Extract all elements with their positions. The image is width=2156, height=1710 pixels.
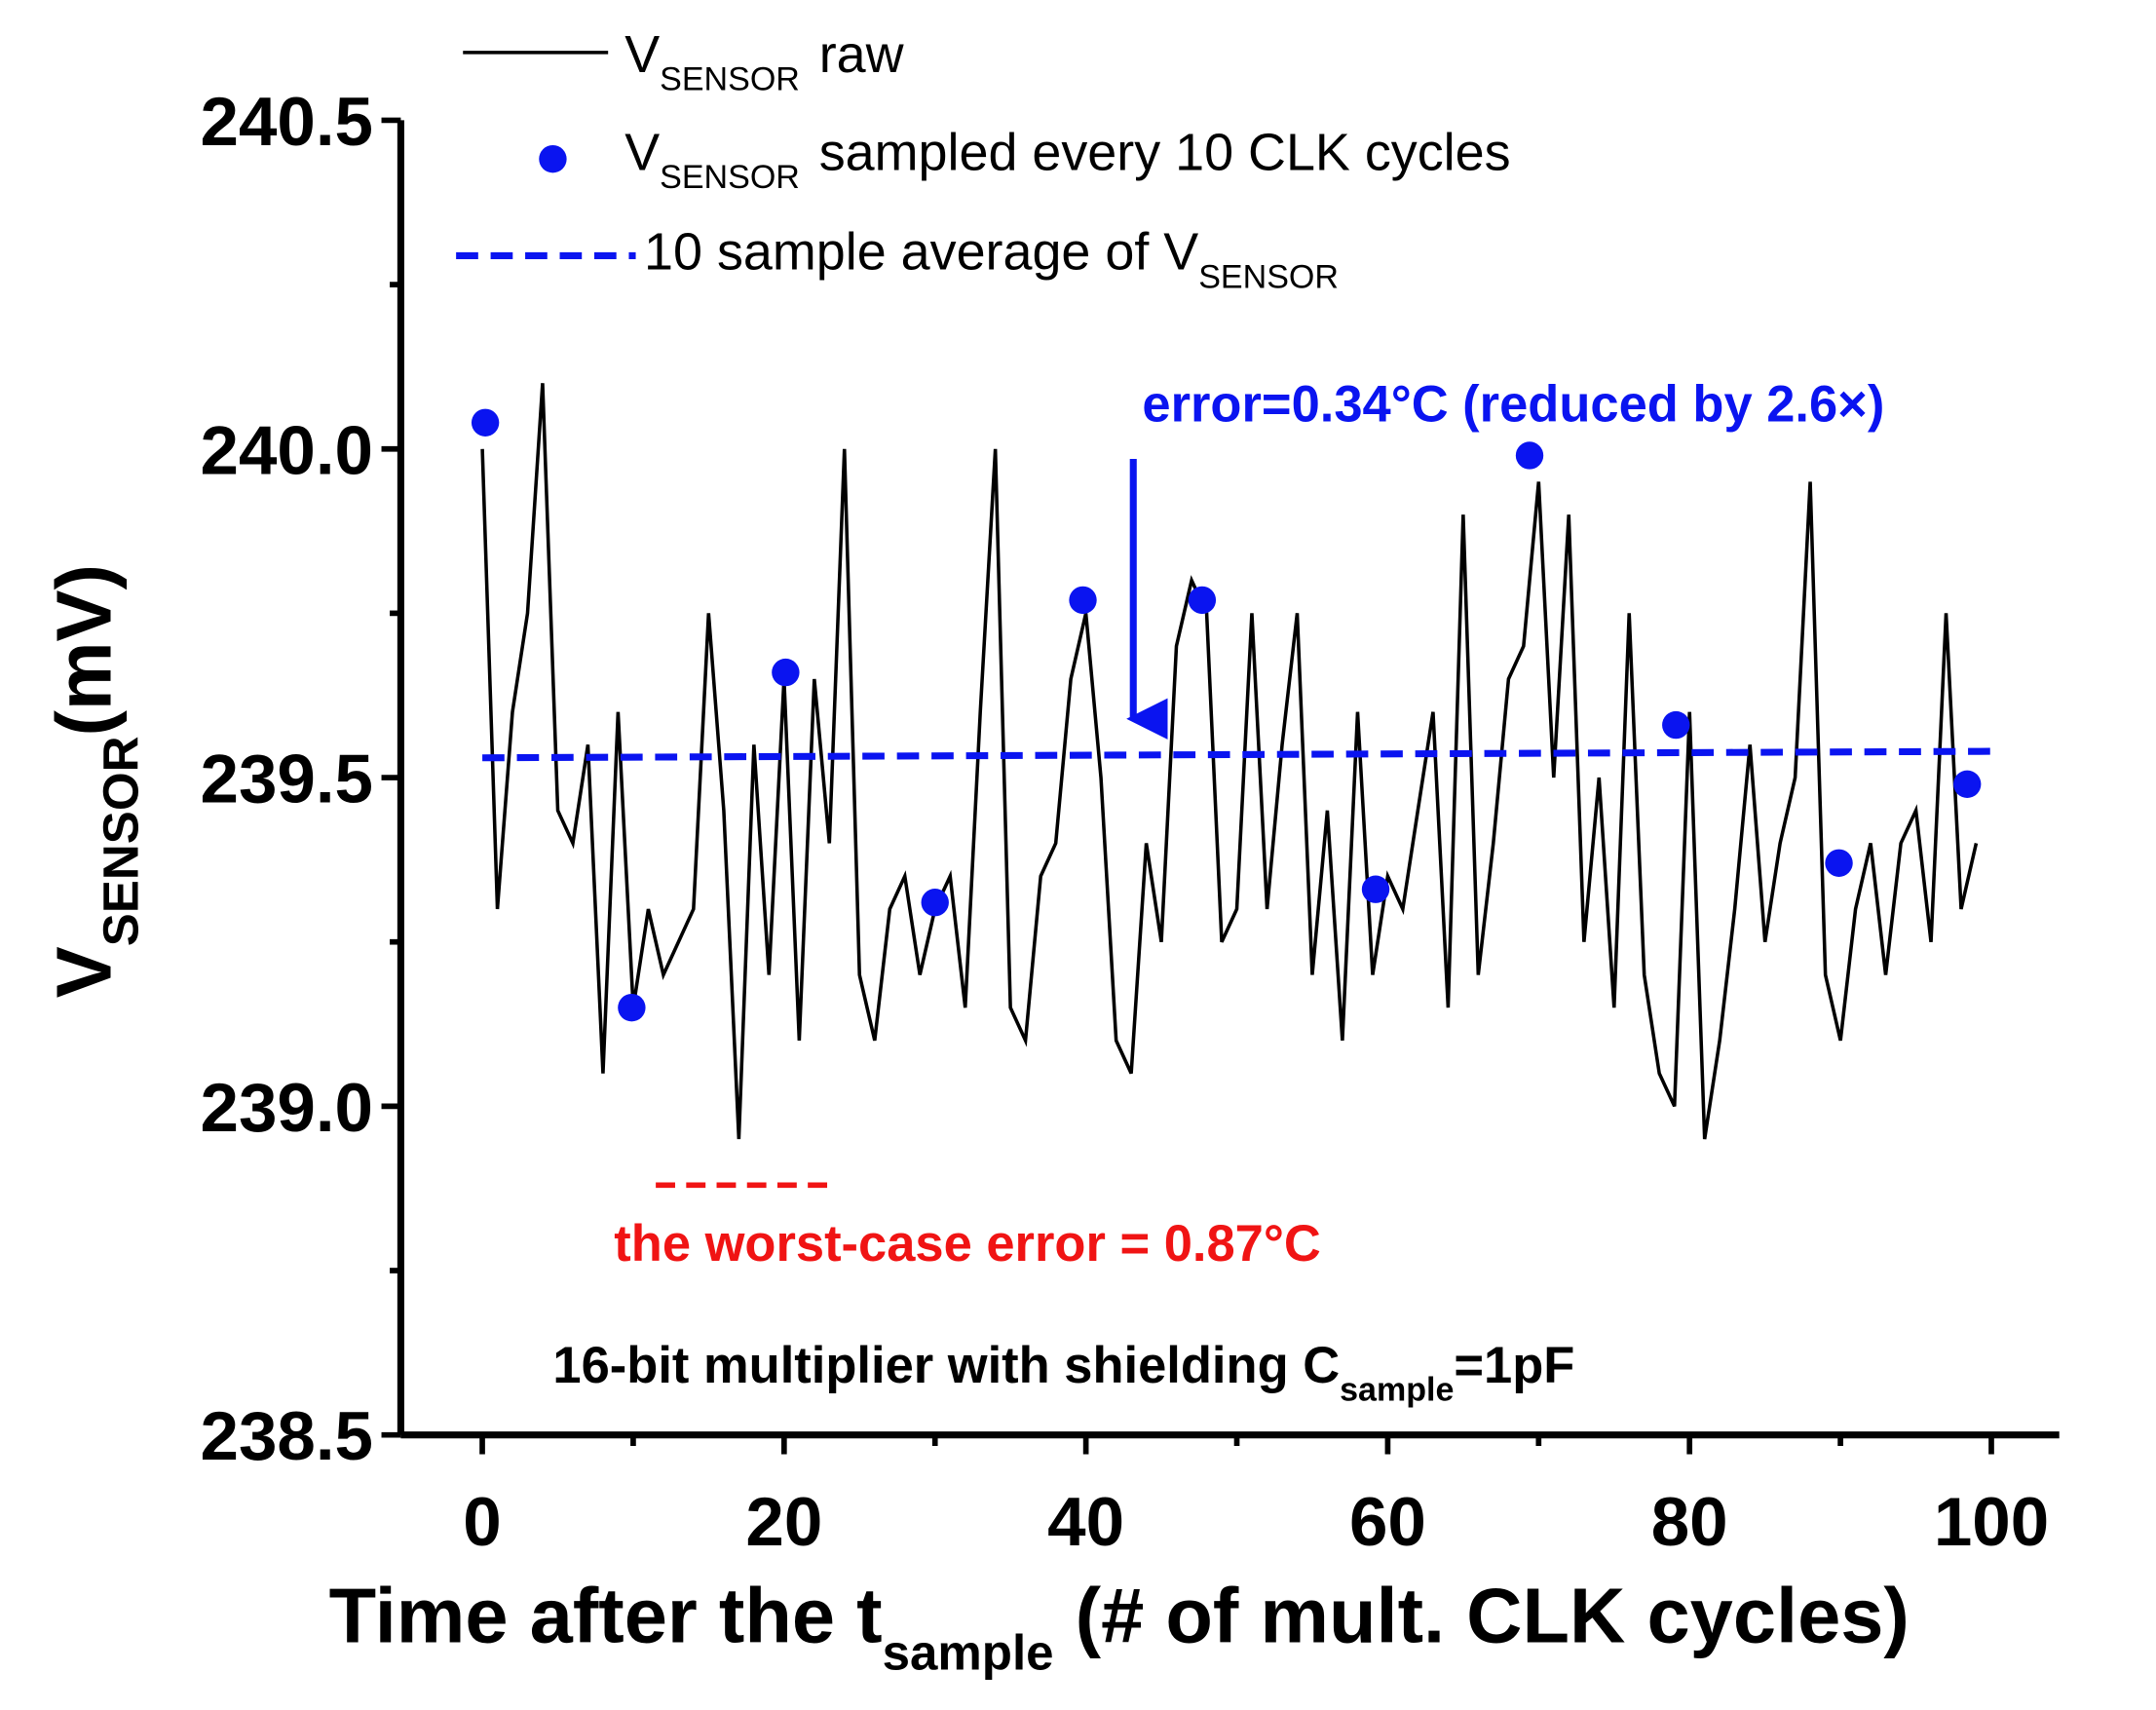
y-tick-label: 239.5 <box>201 741 373 818</box>
sample-point <box>1662 710 1690 740</box>
y-tick-label: 238.5 <box>201 1398 373 1475</box>
label-main: V <box>40 946 127 998</box>
annotation: the worst-case error = 0.87°C <box>614 1215 1320 1273</box>
label-sub: SENSOR <box>660 61 800 98</box>
x-tick-label: 0 <box>463 1484 501 1561</box>
label-main: V <box>624 124 660 182</box>
label: VSENSOR sampled every 10 CLK cycles <box>624 124 1510 197</box>
y-tick-label: 239.0 <box>201 1070 373 1147</box>
label-rest: (mV) <box>40 564 127 737</box>
label-main: 10 sample average of V <box>644 223 1198 282</box>
sample-point <box>1361 875 1390 903</box>
x-tick-label: 100 <box>1934 1484 2049 1561</box>
label-rest: =1pF <box>1454 1337 1574 1394</box>
y-tick-label: 240.5 <box>201 84 373 161</box>
sample-point <box>921 889 949 917</box>
sample-point <box>471 408 500 437</box>
sample-point <box>772 658 800 687</box>
label-sub: sample <box>1340 1371 1454 1408</box>
x-tick-label: 40 <box>1047 1484 1124 1561</box>
label-sub: sample <box>883 1625 1054 1681</box>
label: VSENSOR(mV) <box>40 564 148 998</box>
sample-point <box>1188 586 1217 615</box>
average-line <box>482 747 1992 762</box>
y-tick-label: 240.0 <box>201 412 373 489</box>
label: VSENSOR raw <box>624 25 904 98</box>
raw-line <box>480 383 1979 1140</box>
x-tick-label: 60 <box>1349 1484 1426 1561</box>
label-main: 16-bit multiplier with shielding C <box>552 1337 1340 1394</box>
label-rest: raw <box>819 25 905 84</box>
sample-point <box>1953 770 1982 798</box>
label-rest: sampled every 10 CLK cycles <box>819 124 1511 182</box>
label: Time after the tsample (# of mult. CLK c… <box>329 1572 1910 1680</box>
sample-point <box>1825 849 1853 877</box>
label-rest: (# of mult. CLK cycles) <box>1054 1572 1910 1658</box>
label-main: Time after the t <box>329 1572 883 1658</box>
sample-point <box>1515 441 1544 470</box>
label: 16-bit multiplier with shielding Csample… <box>552 1337 1574 1409</box>
label-sub: SENSOR <box>1198 258 1339 295</box>
sample-point <box>618 993 646 1022</box>
x-tick-label: 20 <box>745 1484 822 1561</box>
label-sub: SENSOR <box>94 737 149 947</box>
label-main: V <box>624 25 660 84</box>
label-sub: SENSOR <box>660 159 800 196</box>
x-tick-label: 80 <box>1651 1484 1728 1561</box>
sample-point <box>1069 586 1097 615</box>
legend-swatch <box>539 144 567 173</box>
annotation: error=0.34°C (reduced by 2.6×) <box>1142 376 1884 434</box>
label: 10 sample average of VSENSOR <box>644 223 1339 296</box>
